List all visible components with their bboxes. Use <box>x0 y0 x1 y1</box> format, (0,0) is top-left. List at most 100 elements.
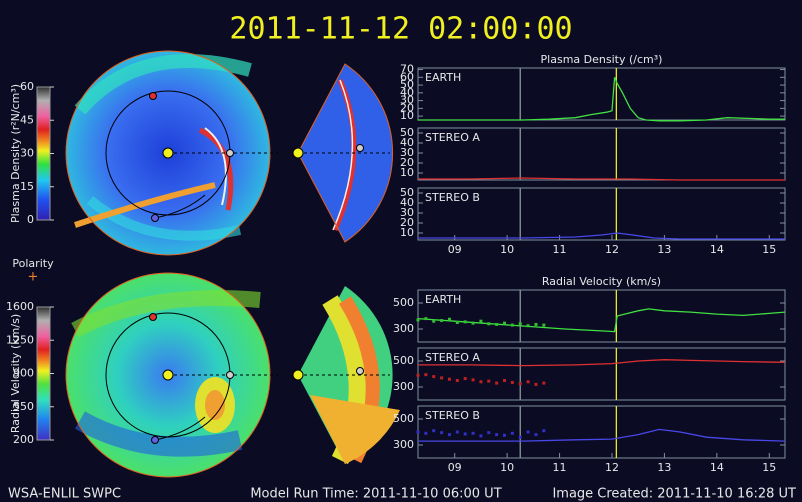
observation-dot <box>526 324 530 328</box>
y-tick-label: 20 <box>400 101 414 114</box>
observation-dot <box>416 318 420 322</box>
polarity-symbol: + <box>28 270 39 285</box>
observation-dot <box>479 380 483 384</box>
panel-label: STEREO A <box>425 351 480 364</box>
observation-dot <box>479 319 483 323</box>
observation-dot <box>487 379 491 383</box>
y-tick-label: 10 <box>400 166 414 179</box>
y-tick-label: 300 <box>393 322 414 335</box>
observation-dot <box>518 435 522 439</box>
colorbar <box>36 306 51 441</box>
panel-label: STEREO B <box>425 409 480 422</box>
observation-dot <box>416 430 420 434</box>
model-line <box>418 77 785 122</box>
y-tick-label: 70 <box>400 63 414 76</box>
orbit-overlay <box>105 312 390 444</box>
observation-dot <box>455 321 459 324</box>
observation-dot <box>432 429 436 433</box>
observation-dot <box>432 319 436 323</box>
observation-dot <box>534 433 538 437</box>
observation-dot <box>424 431 428 435</box>
observation-dot <box>526 430 530 434</box>
panel-frame <box>417 67 786 121</box>
y-tick-label: 500 <box>393 412 414 425</box>
x-tick-label: 12 <box>605 461 619 474</box>
panel-label: STEREO B <box>425 191 480 204</box>
y-tick-label: 300 <box>393 380 414 393</box>
panel-title: Radial Velocity (km/s) <box>542 275 661 288</box>
y-tick-label: 30 <box>400 206 414 219</box>
observation-dot <box>424 317 428 321</box>
observation-dot <box>455 379 459 382</box>
panel-label: EARTH <box>425 293 461 306</box>
y-tick-label: 50 <box>400 186 414 199</box>
x-tick-label: 10 <box>500 461 514 474</box>
colorbar-tick-label: 200 <box>13 433 34 446</box>
y-tick-label: 50 <box>400 78 414 91</box>
polarity-label: Polarity <box>12 257 54 270</box>
model-line <box>417 308 786 333</box>
observation-dot <box>440 431 444 435</box>
observation-dot <box>510 380 514 384</box>
x-tick-label: 14 <box>710 461 724 474</box>
y-tick-label: 500 <box>393 296 414 309</box>
observation-dot <box>503 321 507 325</box>
observation-dot <box>518 322 522 326</box>
y-tick-label: 30 <box>400 94 414 107</box>
observation-dot <box>471 431 475 435</box>
panel-title: Plasma Density (/cm³) <box>541 53 663 66</box>
observation-dot <box>440 376 444 380</box>
colorbar-tick-label: 30 <box>20 147 34 160</box>
observation-dot <box>463 320 467 324</box>
observation-dot <box>526 380 530 384</box>
colorbar <box>36 86 51 221</box>
y-tick-label: 30 <box>400 146 414 159</box>
x-tick-label: 09 <box>448 243 462 256</box>
observation-dot <box>503 433 507 437</box>
timestamp-title: 2011-11-12 02:00:00 <box>229 12 572 47</box>
panel-frame <box>417 187 786 241</box>
model-line <box>418 177 785 181</box>
observation-dot <box>542 381 546 385</box>
observation-dot <box>455 430 459 434</box>
observation-dot <box>471 321 475 325</box>
panel-frame <box>417 127 786 181</box>
y-tick-label: 300 <box>393 438 414 451</box>
x-tick-label: 13 <box>657 461 671 474</box>
observation-dot <box>518 382 522 386</box>
panel-label: STEREO A <box>425 131 480 144</box>
y-tick-label: 40 <box>400 196 414 209</box>
footer-right: Image Created: 2011-11-10 16:28 UT <box>552 487 796 502</box>
y-tick-label: 40 <box>400 86 414 99</box>
colorbar-tick-label: 45 <box>20 113 34 126</box>
x-tick-label: 15 <box>762 461 776 474</box>
colorbar-tick-label: 900 <box>13 367 34 380</box>
observation-dot <box>534 322 538 326</box>
observation-dot <box>495 381 499 385</box>
orbit-overlay <box>105 90 390 222</box>
y-tick-label: 50 <box>400 126 414 139</box>
panel-label: EARTH <box>425 71 461 84</box>
colorbar-tick-label: 1250 <box>6 333 34 346</box>
colorbar-label: Radial Velocity (km/s) <box>9 314 22 433</box>
observation-dot <box>432 375 436 379</box>
observation-dot <box>510 431 514 435</box>
x-tick-label: 09 <box>448 461 462 474</box>
observation-dot <box>495 433 499 437</box>
y-tick-label: 20 <box>400 216 414 229</box>
observation-dot <box>542 323 546 327</box>
footer-center: Model Run Time: 2011-11-10 06:00 UT <box>250 487 501 502</box>
observation-dot <box>503 379 507 382</box>
observation-dot <box>416 373 420 377</box>
colorbar-label: Plasma Density (r²N/cm³) <box>9 84 22 223</box>
observation-dot <box>447 433 451 437</box>
y-tick-label: 60 <box>400 70 414 83</box>
x-tick-label: 11 <box>553 243 567 256</box>
observation-dot <box>424 373 428 377</box>
x-tick-label: 11 <box>553 461 567 474</box>
observation-dot <box>534 382 538 386</box>
model-line <box>418 428 786 442</box>
observation-dot <box>440 319 444 323</box>
x-tick-label: 15 <box>762 243 776 256</box>
